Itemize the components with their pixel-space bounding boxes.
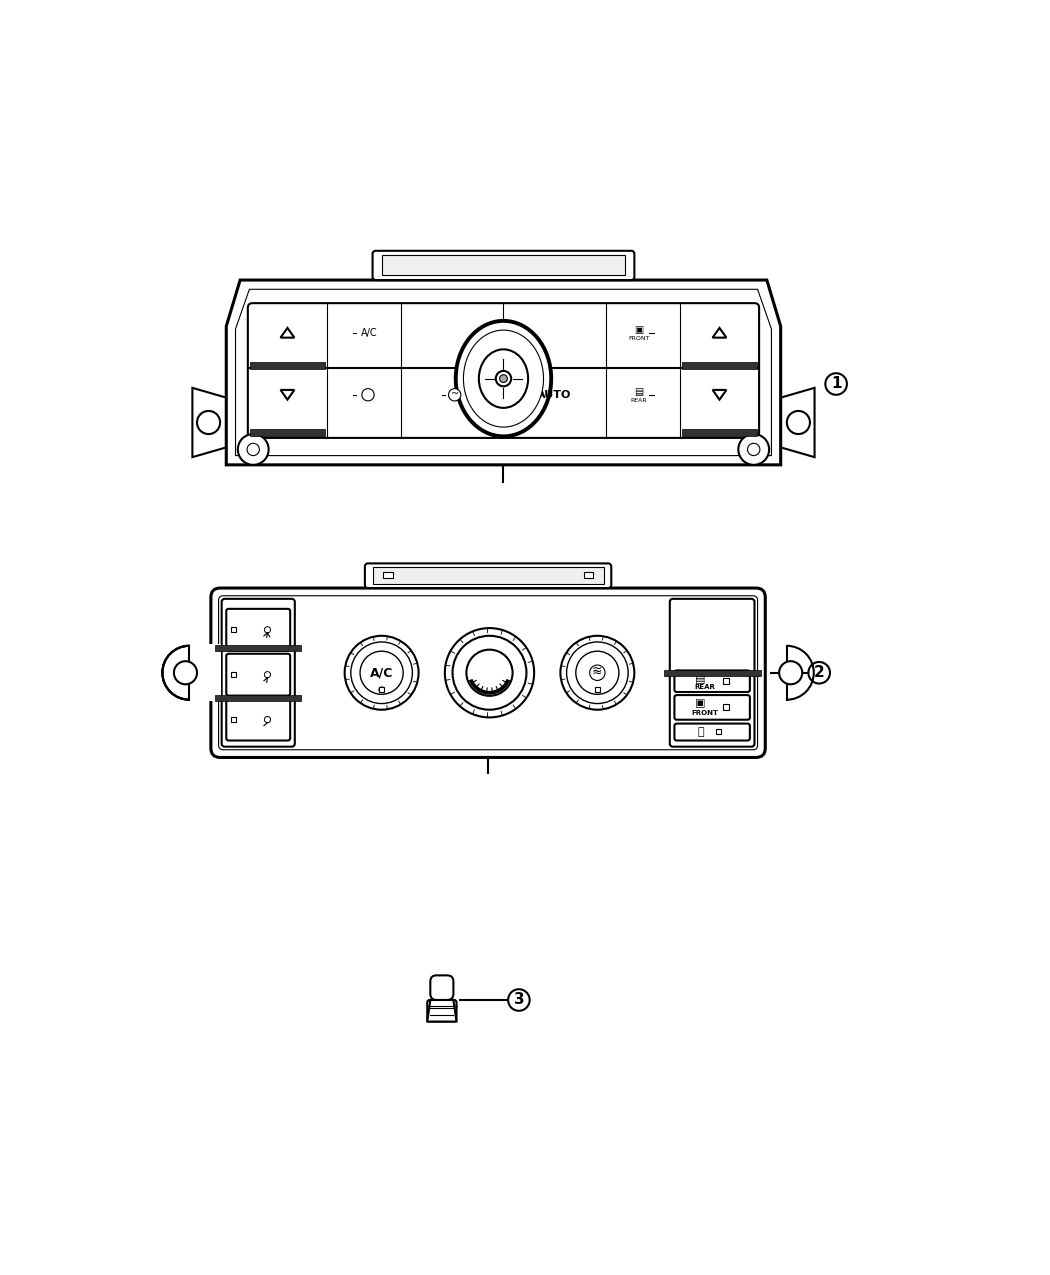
Bar — [382, 255, 625, 275]
Circle shape — [496, 371, 511, 386]
Bar — [584, 572, 593, 578]
Bar — [373, 567, 604, 584]
Polygon shape — [427, 1000, 457, 1021]
Circle shape — [748, 444, 760, 455]
Circle shape — [237, 434, 269, 465]
Text: REAR: REAR — [631, 399, 647, 403]
Circle shape — [197, 411, 220, 434]
Bar — [190, 644, 220, 701]
FancyBboxPatch shape — [373, 251, 634, 280]
Circle shape — [247, 444, 259, 455]
Circle shape — [379, 687, 384, 692]
Text: 3: 3 — [513, 992, 524, 1007]
Text: FRONT: FRONT — [628, 337, 650, 342]
FancyBboxPatch shape — [365, 564, 611, 588]
Bar — [215, 645, 301, 650]
Circle shape — [351, 641, 413, 704]
Bar — [595, 687, 600, 692]
Bar — [383, 572, 393, 578]
Bar — [250, 362, 324, 368]
FancyBboxPatch shape — [227, 609, 290, 650]
Text: 1: 1 — [831, 376, 841, 391]
Text: ≋: ≋ — [592, 664, 603, 678]
Bar — [250, 430, 324, 436]
Text: FRONT: FRONT — [691, 710, 718, 715]
Circle shape — [500, 375, 507, 382]
Bar — [231, 718, 235, 722]
Circle shape — [265, 627, 271, 632]
Bar — [379, 687, 384, 692]
Circle shape — [561, 636, 634, 710]
Polygon shape — [775, 388, 815, 458]
Text: ▤: ▤ — [634, 386, 644, 397]
Circle shape — [808, 662, 830, 683]
Bar — [231, 672, 235, 677]
Bar — [664, 669, 760, 676]
FancyBboxPatch shape — [427, 1000, 457, 1021]
Circle shape — [445, 629, 534, 718]
Bar — [231, 627, 235, 632]
Ellipse shape — [456, 321, 551, 436]
Bar — [682, 362, 757, 368]
Text: ▣: ▣ — [634, 325, 644, 335]
Circle shape — [590, 666, 605, 681]
Polygon shape — [192, 388, 232, 458]
Text: A/C: A/C — [370, 667, 394, 680]
Circle shape — [453, 636, 526, 710]
Circle shape — [508, 989, 529, 1011]
FancyBboxPatch shape — [227, 654, 290, 696]
FancyBboxPatch shape — [674, 724, 750, 741]
FancyBboxPatch shape — [670, 599, 755, 747]
Polygon shape — [227, 280, 781, 465]
Polygon shape — [235, 289, 772, 455]
Circle shape — [265, 672, 271, 678]
Circle shape — [163, 646, 216, 700]
Circle shape — [448, 389, 461, 400]
Circle shape — [466, 650, 512, 696]
Ellipse shape — [463, 330, 544, 427]
Circle shape — [174, 662, 197, 685]
Text: ▤: ▤ — [695, 673, 706, 683]
FancyBboxPatch shape — [430, 975, 454, 1000]
Bar — [682, 430, 757, 436]
Circle shape — [786, 411, 810, 434]
Circle shape — [779, 662, 802, 685]
Circle shape — [567, 641, 628, 704]
Bar — [716, 729, 721, 734]
FancyBboxPatch shape — [211, 588, 765, 757]
FancyBboxPatch shape — [227, 699, 290, 741]
Text: ⛆: ⛆ — [697, 727, 704, 737]
FancyBboxPatch shape — [248, 303, 759, 437]
Text: AUTO: AUTO — [538, 390, 572, 400]
FancyBboxPatch shape — [218, 595, 758, 750]
Circle shape — [575, 652, 618, 695]
Text: 2: 2 — [814, 666, 824, 681]
FancyBboxPatch shape — [674, 671, 750, 692]
Text: REAR: REAR — [694, 683, 715, 690]
Bar — [723, 678, 729, 685]
Circle shape — [360, 652, 403, 695]
Text: ▣: ▣ — [695, 699, 706, 709]
Circle shape — [825, 374, 847, 395]
Ellipse shape — [479, 349, 528, 408]
Bar — [723, 704, 729, 710]
Text: ~: ~ — [450, 389, 459, 399]
Circle shape — [738, 434, 769, 465]
Bar — [215, 695, 301, 701]
Circle shape — [265, 717, 271, 723]
Circle shape — [362, 389, 374, 400]
FancyBboxPatch shape — [222, 599, 295, 747]
Text: A/C: A/C — [361, 328, 378, 338]
Bar — [189, 646, 217, 700]
FancyBboxPatch shape — [674, 695, 750, 719]
Circle shape — [344, 636, 419, 710]
